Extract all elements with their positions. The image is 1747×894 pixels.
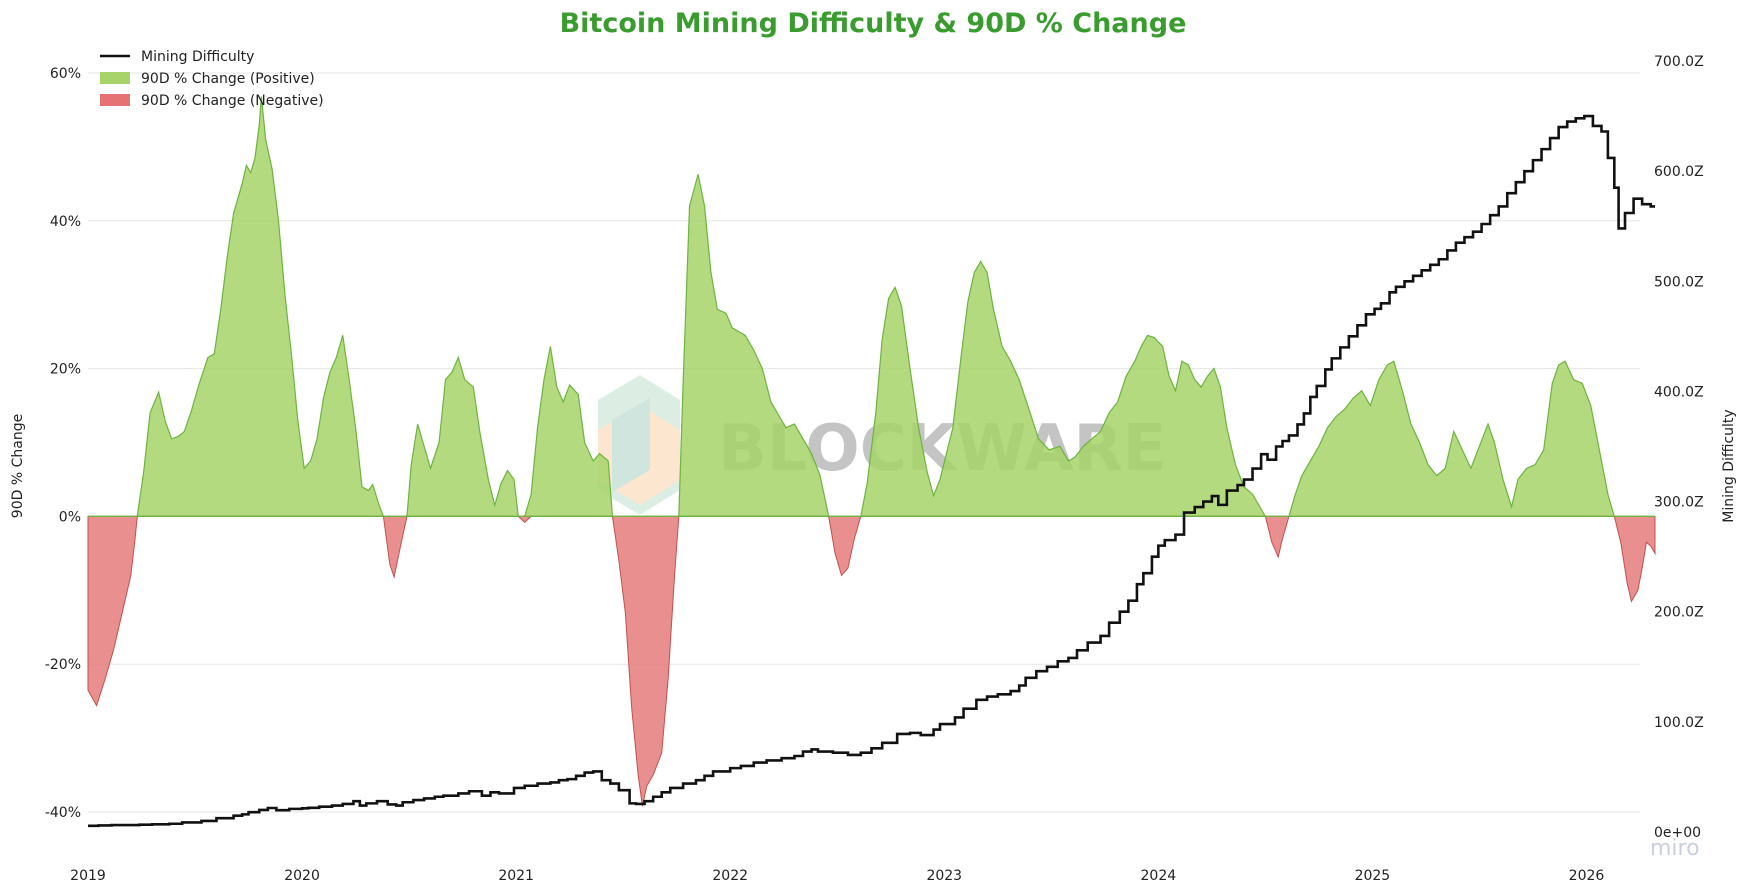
positive-change-area bbox=[88, 96, 1655, 517]
x-tick-label: 2019 bbox=[70, 868, 106, 884]
left-axis-ticks: -40% -20% 0% 20% 40% 60% bbox=[45, 66, 81, 821]
legend: Mining Difficulty 90D % Change (Positive)… bbox=[100, 49, 324, 109]
mining-difficulty-line bbox=[88, 114, 1655, 828]
x-tick-label: 2026 bbox=[1569, 868, 1605, 884]
y-left-tick-label: -40% bbox=[45, 805, 81, 821]
y-right-axis-title: Mining Difficulty bbox=[1721, 409, 1737, 522]
y-left-tick-label: 0% bbox=[59, 509, 81, 525]
y-right-tick-label: 100.0Z bbox=[1654, 715, 1704, 731]
line-layer bbox=[88, 114, 1655, 828]
y-right-tick-label: 200.0Z bbox=[1654, 605, 1704, 621]
negative-change-area bbox=[87, 515, 1656, 807]
x-tick-label: 2021 bbox=[498, 868, 534, 884]
y-left-tick-label: -20% bbox=[45, 657, 81, 673]
area-layer bbox=[87, 96, 1656, 807]
chart-title: Bitcoin Mining Difficulty & 90D % Change bbox=[560, 8, 1187, 39]
x-tick-label: 2022 bbox=[712, 868, 748, 884]
legend-swatch-positive bbox=[100, 72, 130, 84]
y-right-tick-label: 300.0Z bbox=[1654, 495, 1704, 511]
legend-label: 90D % Change (Positive) bbox=[141, 71, 315, 87]
legend-label: Mining Difficulty bbox=[141, 49, 254, 65]
blockware-logo bbox=[598, 375, 680, 515]
x-tick-label: 2023 bbox=[926, 868, 962, 884]
right-axis-ticks: 0e+00 100.0Z 200.0Z 300.0Z 400.0Z 500.0Z 600.0… bbox=[1654, 54, 1704, 841]
legend-label: 90D % Change (Negative) bbox=[141, 93, 324, 109]
y-left-tick-label: 60% bbox=[50, 66, 81, 82]
y-right-tick-label: 700.0Z bbox=[1654, 54, 1704, 70]
x-tick-label: 2024 bbox=[1141, 868, 1177, 884]
y-right-tick-label: 400.0Z bbox=[1654, 384, 1704, 400]
y-right-tick-label: 0e+00 bbox=[1654, 825, 1701, 841]
x-axis-ticks: 2019 2020 2021 2022 2023 2024 2025 2026 bbox=[70, 868, 1604, 884]
legend-swatch-negative bbox=[100, 94, 130, 106]
y-left-axis-title: 90D % Change bbox=[10, 414, 26, 518]
y-right-tick-label: 500.0Z bbox=[1654, 274, 1704, 290]
x-tick-label: 2025 bbox=[1355, 868, 1391, 884]
y-right-tick-label: 600.0Z bbox=[1654, 164, 1704, 180]
y-left-tick-label: 40% bbox=[50, 214, 81, 230]
credit-watermark: miro bbox=[1650, 836, 1700, 861]
x-tick-label: 2020 bbox=[284, 868, 320, 884]
y-left-tick-label: 20% bbox=[50, 362, 81, 378]
